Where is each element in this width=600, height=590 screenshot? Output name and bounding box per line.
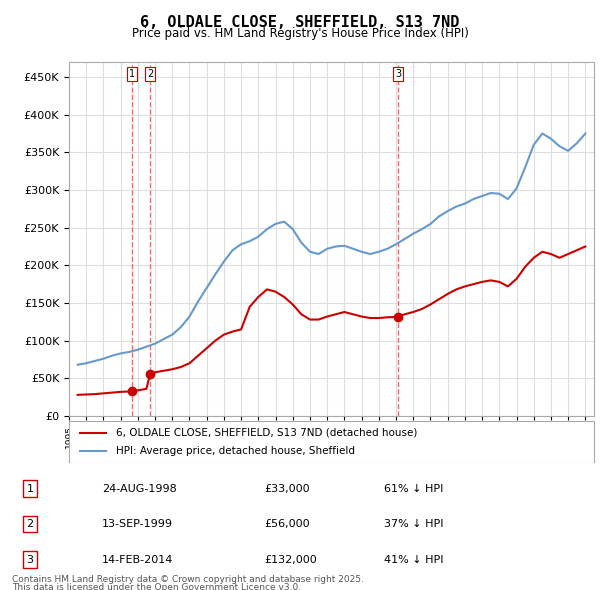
Text: 1: 1: [26, 484, 34, 493]
Text: 3: 3: [26, 555, 34, 565]
Text: HPI: Average price, detached house, Sheffield: HPI: Average price, detached house, Shef…: [116, 446, 355, 456]
Text: 13-SEP-1999: 13-SEP-1999: [102, 519, 173, 529]
Text: 41% ↓ HPI: 41% ↓ HPI: [384, 555, 443, 565]
Text: 2: 2: [26, 519, 34, 529]
Text: 6, OLDALE CLOSE, SHEFFIELD, S13 7ND (detached house): 6, OLDALE CLOSE, SHEFFIELD, S13 7ND (det…: [116, 428, 418, 438]
Text: Price paid vs. HM Land Registry's House Price Index (HPI): Price paid vs. HM Land Registry's House …: [131, 27, 469, 40]
Text: 3: 3: [395, 69, 401, 79]
Text: 2: 2: [147, 69, 153, 79]
Text: This data is licensed under the Open Government Licence v3.0.: This data is licensed under the Open Gov…: [12, 583, 301, 590]
Text: £132,000: £132,000: [264, 555, 317, 565]
Text: 14-FEB-2014: 14-FEB-2014: [102, 555, 173, 565]
Text: 1: 1: [129, 69, 135, 79]
Text: Contains HM Land Registry data © Crown copyright and database right 2025.: Contains HM Land Registry data © Crown c…: [12, 575, 364, 584]
Text: 61% ↓ HPI: 61% ↓ HPI: [384, 484, 443, 493]
Text: £33,000: £33,000: [264, 484, 310, 493]
Text: 6, OLDALE CLOSE, SHEFFIELD, S13 7ND: 6, OLDALE CLOSE, SHEFFIELD, S13 7ND: [140, 15, 460, 30]
Text: 24-AUG-1998: 24-AUG-1998: [102, 484, 177, 493]
Text: £56,000: £56,000: [264, 519, 310, 529]
Text: 37% ↓ HPI: 37% ↓ HPI: [384, 519, 443, 529]
